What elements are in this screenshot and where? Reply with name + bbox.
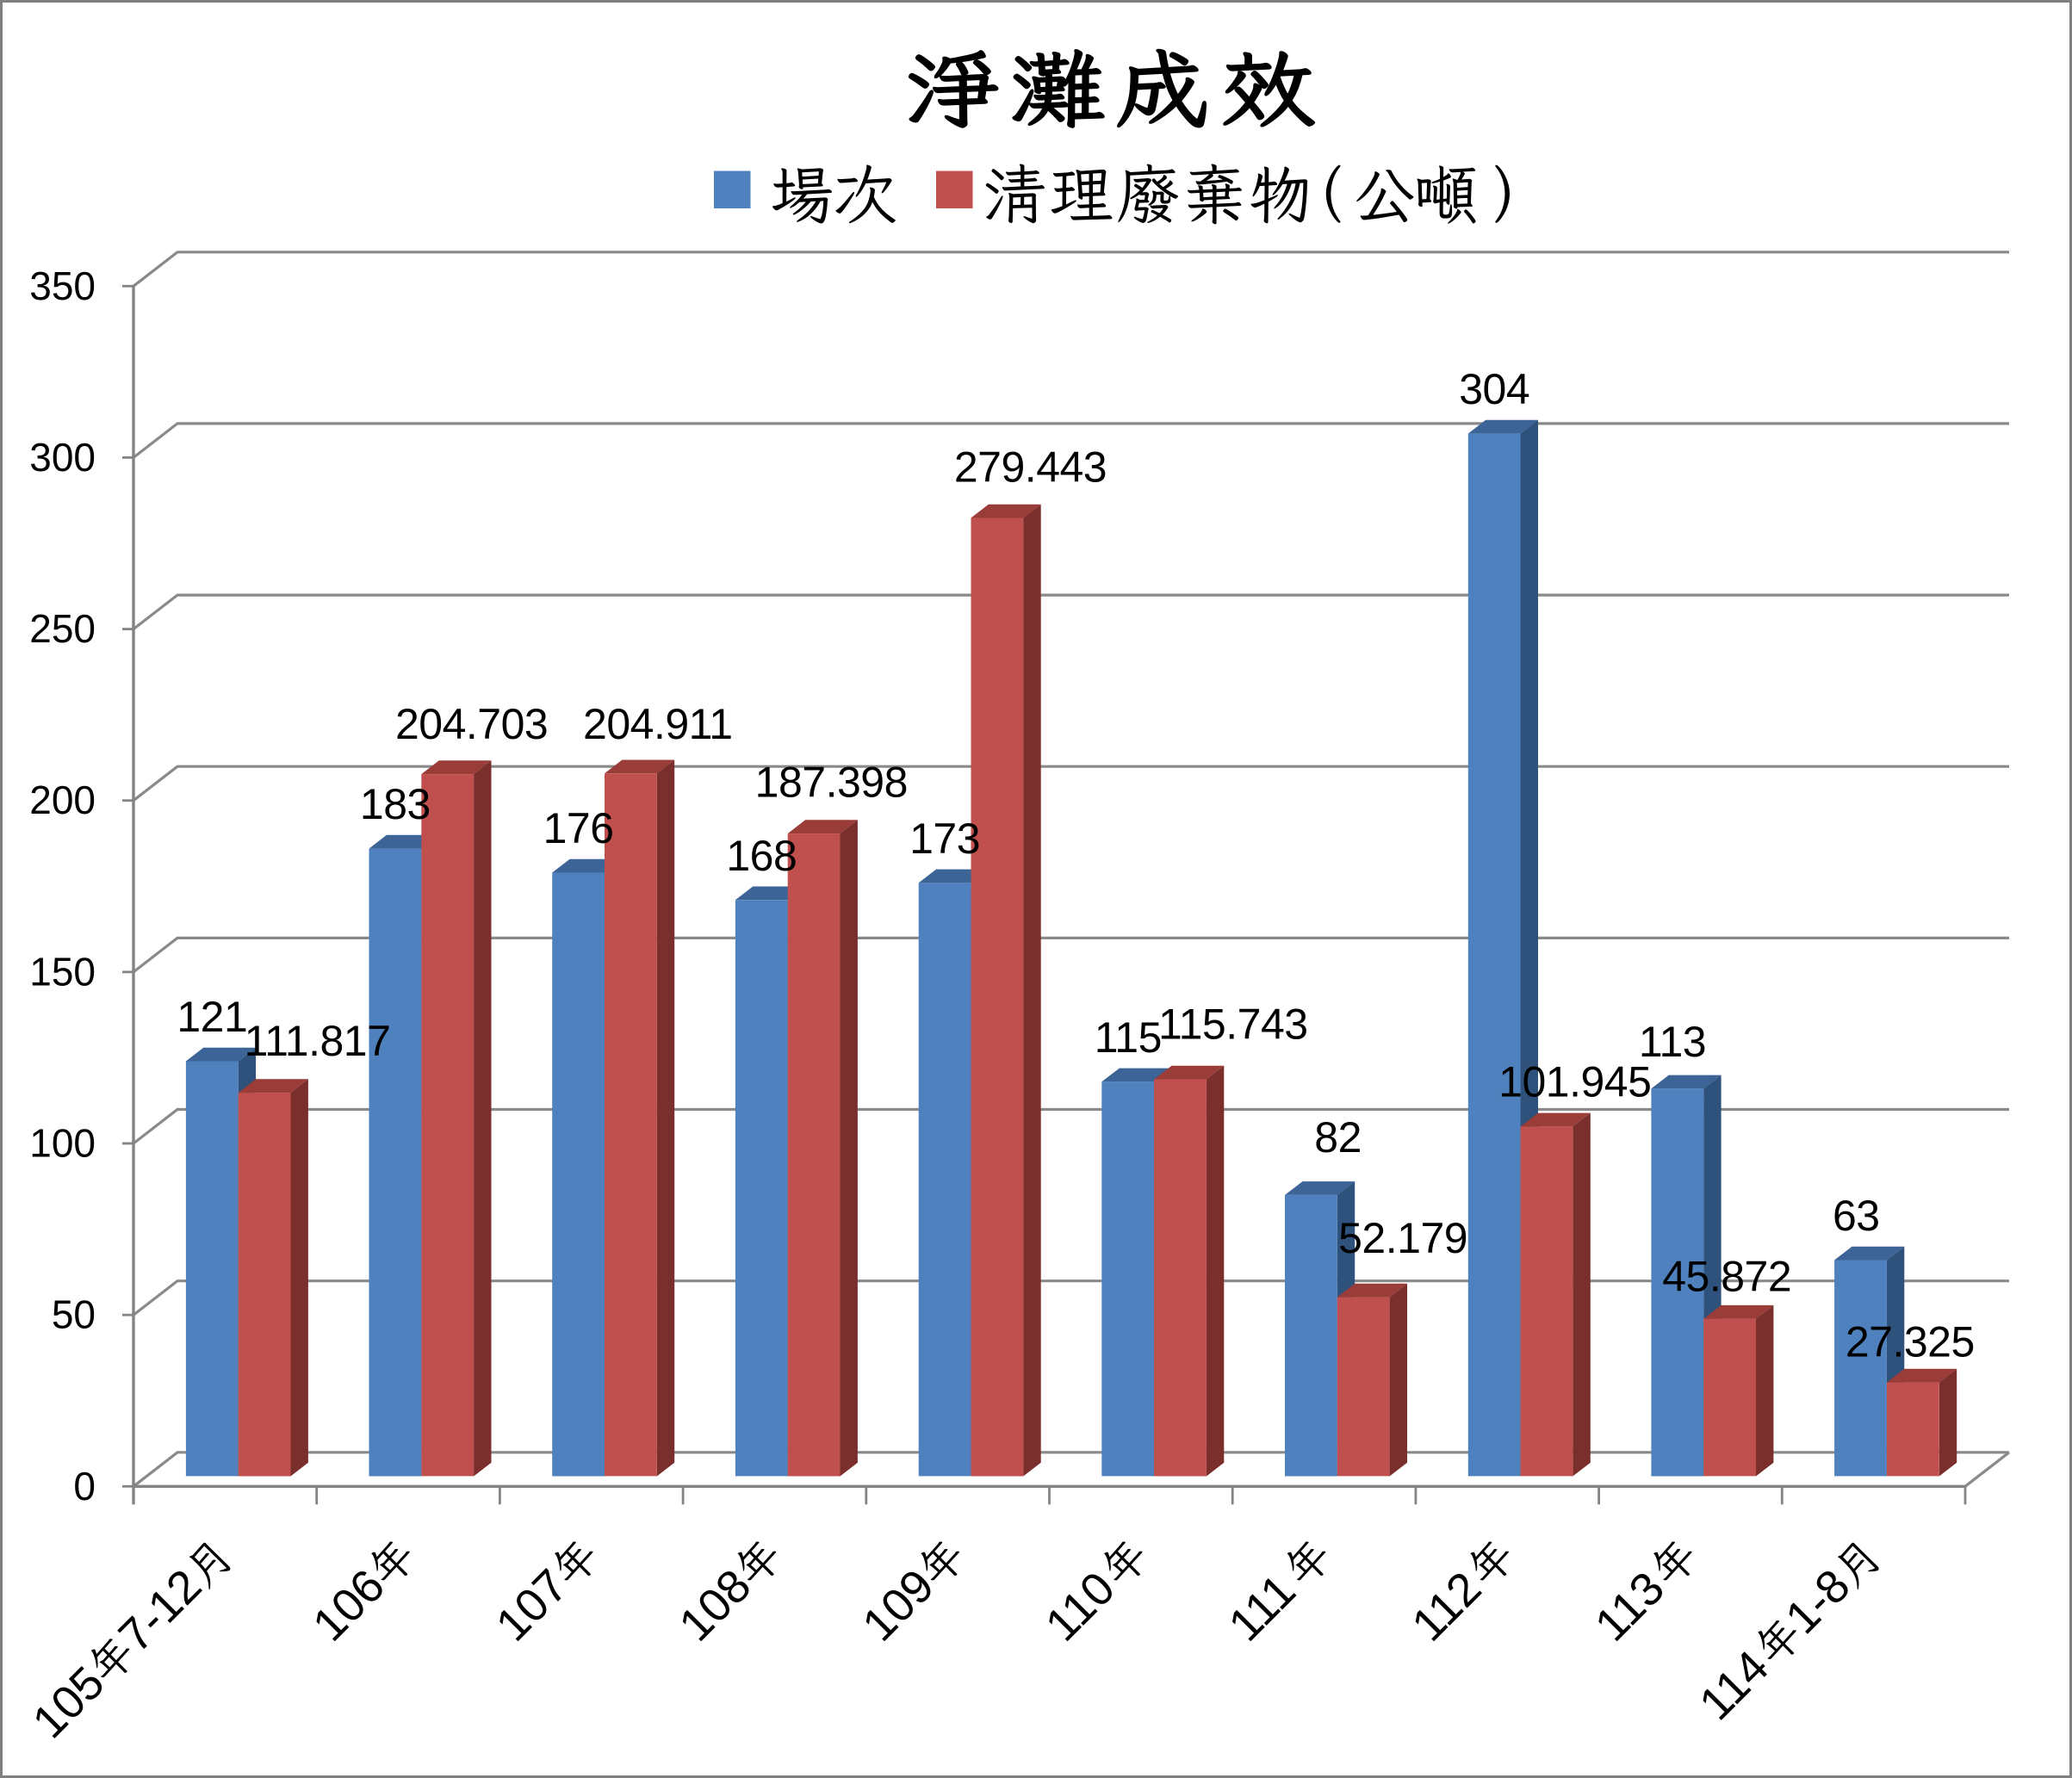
- svg-text:183: 183: [360, 780, 431, 828]
- svg-text:63: 63: [1833, 1192, 1880, 1240]
- svg-text:150: 150: [29, 949, 96, 994]
- svg-text:100: 100: [29, 1121, 96, 1166]
- svg-text:101.945: 101.945: [1498, 1057, 1651, 1106]
- svg-text:52.179: 52.179: [1338, 1214, 1467, 1262]
- svg-text:45.872: 45.872: [1662, 1253, 1791, 1301]
- svg-text:115: 115: [1095, 1013, 1162, 1062]
- svg-text:204.911: 204.911: [583, 700, 733, 748]
- svg-text:173: 173: [909, 815, 980, 863]
- svg-text:82: 82: [1314, 1113, 1362, 1162]
- svg-text:200: 200: [29, 777, 96, 822]
- svg-text:304: 304: [1459, 365, 1529, 413]
- svg-text:27.325: 27.325: [1846, 1317, 1975, 1366]
- svg-text:113: 113: [1639, 1018, 1706, 1066]
- svg-text:115.743: 115.743: [1158, 1001, 1308, 1049]
- svg-text:250: 250: [29, 606, 96, 651]
- svg-text:168: 168: [726, 832, 797, 880]
- svg-text:50: 50: [52, 1292, 96, 1337]
- svg-text:176: 176: [543, 804, 614, 852]
- svg-text:187.398: 187.398: [755, 759, 908, 807]
- svg-text:0: 0: [73, 1464, 96, 1509]
- svg-text:350: 350: [29, 263, 96, 308]
- svg-text:121: 121: [177, 993, 247, 1041]
- svg-text:279.443: 279.443: [954, 443, 1107, 492]
- svg-text:204.703: 204.703: [395, 700, 548, 748]
- svg-text:111.817: 111.817: [245, 1017, 391, 1065]
- svg-text:300: 300: [29, 435, 96, 480]
